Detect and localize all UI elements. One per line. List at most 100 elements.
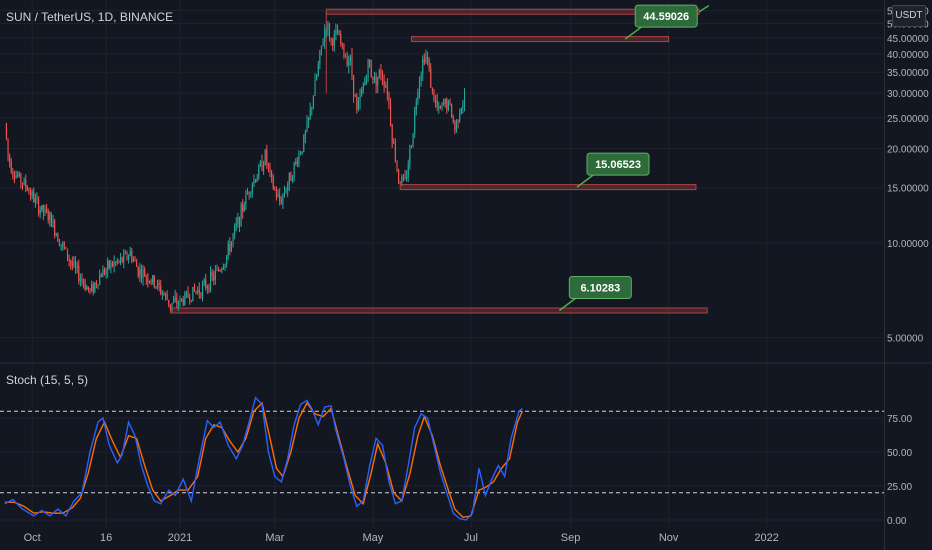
candle [438, 101, 440, 114]
candle-body [97, 284, 99, 286]
candle-body [205, 279, 207, 288]
symbol-title[interactable]: SUN / TetherUS, 1D, BINANCE [6, 10, 174, 24]
candle-body [271, 171, 273, 177]
candle-body [89, 289, 91, 291]
candle [372, 76, 374, 84]
time-tick-label: May [362, 532, 383, 544]
candle [457, 119, 459, 129]
candle [430, 63, 432, 88]
candle [314, 73, 316, 97]
candle-body [79, 279, 81, 281]
price-tick-label: 30.00000 [887, 89, 929, 100]
candle [378, 68, 380, 79]
candle [412, 132, 414, 148]
candle-body [49, 212, 51, 221]
price-tick-label: 10.00000 [887, 239, 929, 250]
candle [415, 98, 417, 116]
candle-body [417, 92, 419, 103]
candle [218, 266, 220, 272]
candle-body [23, 179, 25, 185]
candle-body [385, 85, 387, 87]
candle-body [299, 153, 302, 155]
candle [351, 48, 353, 81]
candle-body [443, 102, 445, 104]
candle [311, 106, 313, 116]
candle-body [354, 94, 356, 97]
candle-body [462, 105, 464, 109]
candle-body [100, 275, 102, 278]
candle-body [38, 198, 40, 215]
candle-body [29, 191, 32, 197]
candle-body [60, 244, 62, 246]
candle [137, 266, 139, 279]
candle-body [455, 119, 458, 131]
candle-body [451, 103, 453, 118]
candle [100, 272, 102, 278]
candle-body [111, 262, 114, 267]
candle-body [174, 297, 176, 301]
candle [84, 278, 86, 292]
candle [206, 284, 208, 294]
candle-body [283, 192, 286, 195]
candle-body [399, 182, 401, 184]
stoch-d-line [4, 401, 524, 519]
candle-body [121, 257, 123, 263]
candle [195, 290, 197, 295]
currency-badge[interactable]: USDT [892, 5, 926, 27]
candle [65, 246, 67, 250]
candle [222, 263, 224, 270]
indicator-title[interactable]: Stoch (15, 5, 5) [6, 373, 89, 387]
candle [224, 263, 226, 271]
candle-body [308, 117, 310, 121]
candle-body [41, 205, 43, 211]
candle-body [251, 184, 253, 193]
candle [123, 249, 125, 269]
candle-body [430, 68, 432, 88]
candle-body [381, 75, 384, 81]
annotation-pointer [576, 174, 594, 188]
level-box [169, 307, 708, 314]
candle [62, 240, 64, 251]
candle [99, 269, 101, 286]
candle-body [181, 298, 183, 300]
candle-body [9, 155, 11, 162]
candle-body [269, 166, 271, 172]
candle [390, 97, 392, 127]
candle-body [312, 96, 314, 108]
candle-body [304, 131, 306, 137]
candle-body [218, 269, 220, 271]
candle [187, 286, 189, 299]
candle [240, 202, 242, 227]
candle [356, 92, 358, 114]
candle [221, 267, 223, 274]
candle [31, 188, 33, 200]
candle [391, 123, 393, 148]
candle-body [152, 275, 154, 283]
candle-body [240, 204, 242, 227]
candle [285, 187, 287, 194]
candle [73, 255, 75, 269]
candle-body [145, 276, 147, 278]
candle-body [280, 202, 282, 204]
candle [201, 280, 204, 302]
candle [46, 203, 48, 214]
candle [86, 284, 88, 291]
candle-body [222, 267, 224, 269]
candle [275, 186, 278, 201]
candle [23, 177, 25, 186]
candle-body [369, 59, 371, 68]
candle-body [160, 285, 162, 294]
candle-body [460, 108, 462, 114]
candle [102, 265, 104, 278]
candle [348, 55, 350, 74]
candle-body [367, 59, 369, 79]
candle [74, 256, 77, 274]
candle-body [444, 99, 446, 104]
candle-body [264, 150, 266, 165]
candle-body [288, 172, 290, 185]
candle [7, 138, 9, 162]
candle [44, 204, 46, 216]
candle-body [320, 45, 323, 51]
candle-body [126, 252, 128, 259]
